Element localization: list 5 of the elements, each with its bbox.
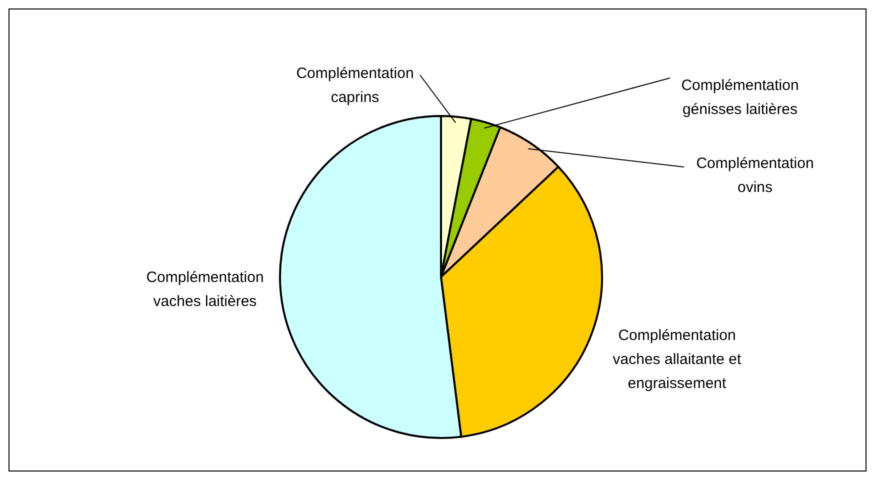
slice-label: Complémentation caprins <box>296 65 414 106</box>
slice-label: Complémentation génisses laitières <box>681 77 799 118</box>
slice-label: Complémentation vaches allaitante et engraissement <box>612 327 742 392</box>
slice-label: Complémentation vaches laitières <box>146 269 264 310</box>
slice-label: Complémentation ovins <box>696 155 814 196</box>
